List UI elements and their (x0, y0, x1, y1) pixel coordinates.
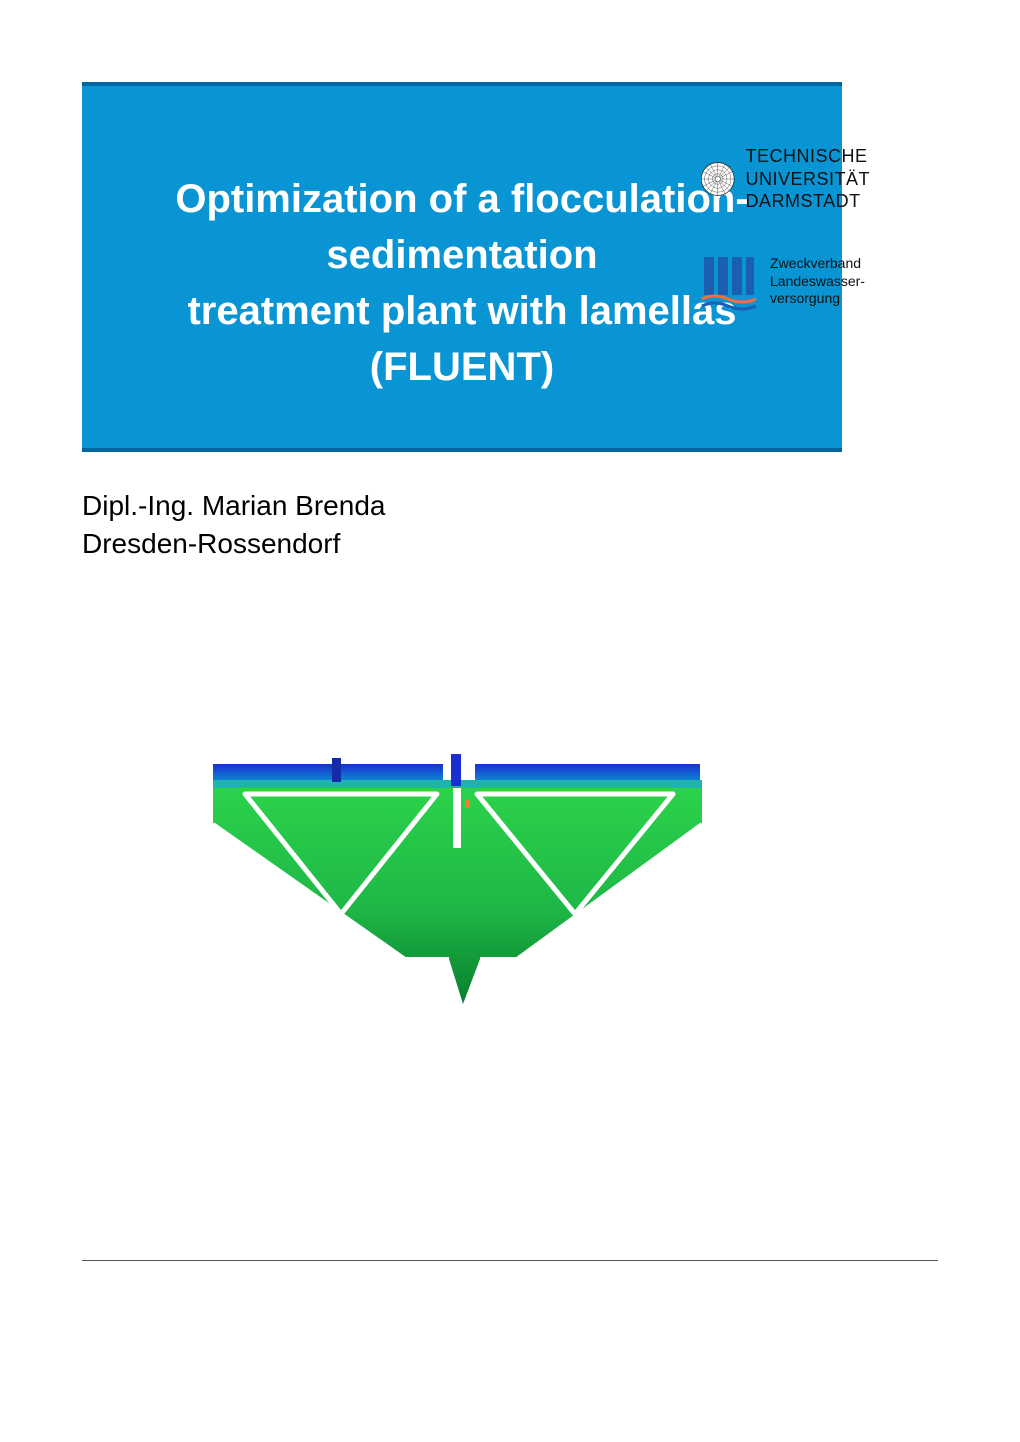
tud-seal-icon (700, 152, 735, 206)
footer-rule (82, 1260, 938, 1261)
tud-logo-text: TECHNISCHE UNIVERSITÄT DARMSTADT (745, 145, 870, 213)
tud-logo: TECHNISCHE UNIVERSITÄT DARMSTADT (700, 145, 870, 213)
lw-logo: Zweckverband Landeswasser- versorgung (700, 251, 870, 313)
tud-line-2: UNIVERSITÄT (745, 169, 870, 189)
lw-logo-text: Zweckverband Landeswasser- versorgung (770, 255, 865, 308)
author-location: Dresden-Rossendorf (82, 528, 340, 559)
tud-line-1: TECHNISCHE (745, 146, 867, 166)
title-line-2: treatment plant with lamellas (FLUENT) (187, 289, 736, 389)
logo-area: TECHNISCHE UNIVERSITÄT DARMSTADT Zweckve… (700, 145, 870, 313)
tank-figure (205, 744, 710, 1024)
lw-line-2: Landeswasser- (770, 273, 865, 289)
lw-line-1: Zweckverband (770, 255, 861, 271)
lw-logo-icon (700, 251, 758, 313)
lw-line-3: versorgung (770, 290, 840, 306)
title-line-1: Optimization of a flocculation-sedimenta… (175, 177, 748, 277)
author-block: Dipl.-Ing. Marian Brenda Dresden-Rossend… (82, 487, 385, 563)
author-name: Dipl.-Ing. Marian Brenda (82, 490, 385, 521)
tud-line-3: DARMSTADT (745, 191, 860, 211)
